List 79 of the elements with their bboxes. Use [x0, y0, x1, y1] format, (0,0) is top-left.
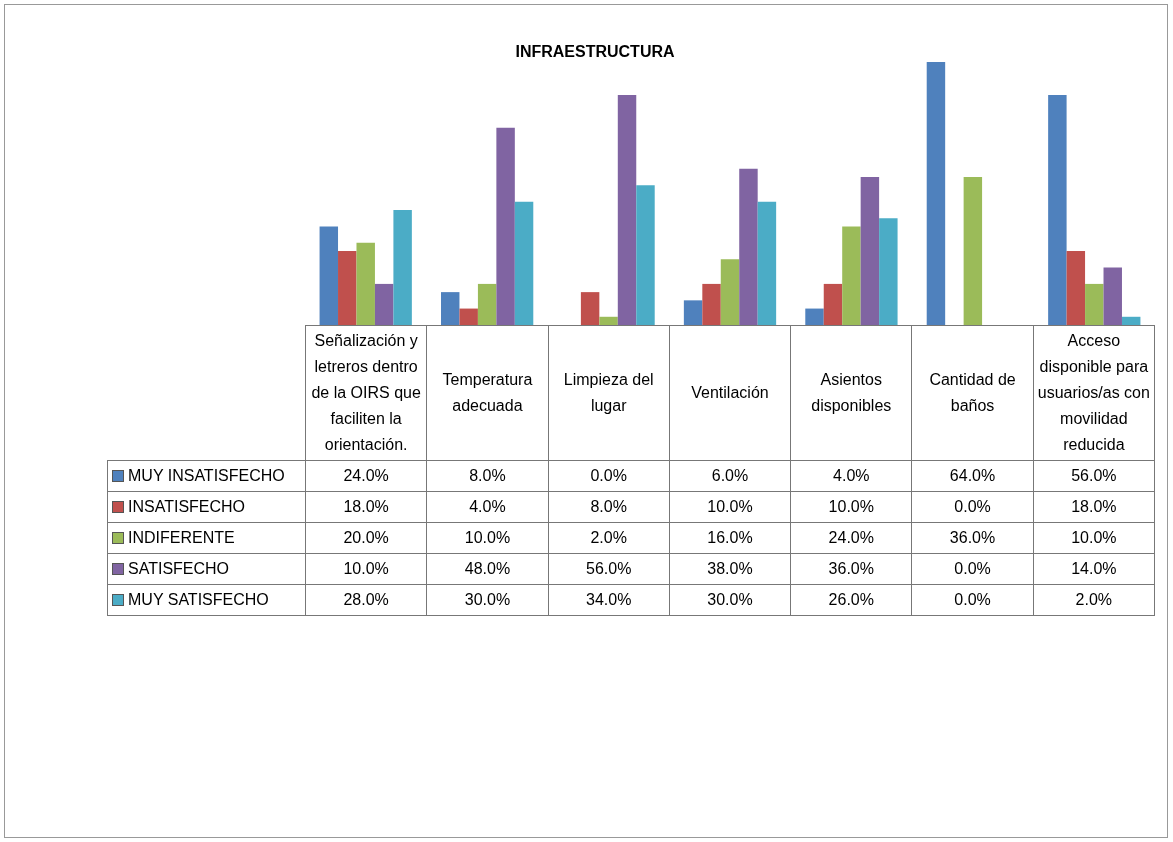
data-label: 4.0% [790, 460, 912, 492]
chart-title: INFRAESTRUCTURA [515, 42, 675, 60]
data-label: 18.0% [305, 491, 427, 523]
legend-label: SATISFECHO [107, 553, 306, 585]
data-label: 64.0% [911, 460, 1034, 492]
bar [580, 292, 600, 325]
data-label: 10.0% [669, 491, 791, 523]
data-label: 30.0% [669, 584, 791, 616]
x-tick-label: Asientos disponibles [790, 325, 912, 461]
bar [739, 168, 758, 325]
x-tick-label: Ventilación [669, 325, 791, 461]
x-tick-label: Limpieza del lugar [548, 325, 670, 461]
data-label: 24.0% [790, 522, 912, 554]
bar [393, 209, 412, 325]
data-label: 28.0% [305, 584, 427, 616]
bar [860, 177, 880, 325]
bar [702, 283, 721, 325]
data-label: 36.0% [790, 553, 912, 585]
data-label: 10.0% [305, 553, 427, 585]
bar [477, 283, 497, 325]
x-tick-label: Señalización y letreros dentro de la OIRS que faciliten la orientación. [305, 325, 427, 461]
bar [963, 177, 983, 325]
bar [879, 218, 898, 325]
data-label: 6.0% [669, 460, 791, 492]
data-label: 2.0% [548, 522, 670, 554]
bar [842, 226, 861, 325]
bar [441, 292, 460, 325]
bar [319, 226, 339, 325]
data-label: 2.0% [1033, 584, 1155, 616]
bar [823, 283, 843, 325]
data-label: 10.0% [1033, 522, 1155, 554]
bar [459, 308, 478, 325]
bar [1085, 283, 1104, 325]
x-tick-label: Cantidad de baños [911, 325, 1034, 461]
bar [1066, 251, 1086, 325]
data-label: 16.0% [669, 522, 791, 554]
legend-label: INSATISFECHO [107, 491, 306, 523]
bar [1048, 94, 1067, 325]
data-label: 8.0% [548, 491, 670, 523]
data-label: 48.0% [426, 553, 549, 585]
bar [514, 201, 534, 325]
bar [374, 283, 394, 325]
data-label: 26.0% [790, 584, 912, 616]
bar [720, 259, 740, 325]
data-label: 0.0% [911, 584, 1034, 616]
data-label: 4.0% [426, 491, 549, 523]
legend-label: INDIFERENTE [107, 522, 306, 554]
bar [805, 308, 824, 325]
bar [636, 185, 655, 325]
bar [1121, 316, 1141, 325]
data-label: 38.0% [669, 553, 791, 585]
data-label: 24.0% [305, 460, 427, 492]
data-label: 36.0% [911, 522, 1034, 554]
data-label: 0.0% [911, 553, 1034, 585]
data-label: 56.0% [548, 553, 670, 585]
data-label: 18.0% [1033, 491, 1155, 523]
bar [1103, 267, 1122, 325]
legend-label: MUY INSATISFECHO [107, 460, 306, 492]
bar [757, 201, 777, 325]
x-tick-label: Acceso disponible para usuarios/as con movilidad reducida [1033, 325, 1155, 461]
bar [599, 316, 618, 325]
bar [338, 251, 357, 325]
data-label: 0.0% [548, 460, 670, 492]
x-tick-label: Temperatura adecuada [426, 325, 549, 461]
legend-label: MUY SATISFECHO [107, 584, 306, 616]
bar [617, 94, 637, 325]
bar [356, 242, 375, 325]
bar [926, 62, 946, 325]
bar [683, 300, 703, 325]
bar [496, 127, 515, 325]
data-label: 20.0% [305, 522, 427, 554]
data-label: 10.0% [790, 491, 912, 523]
data-label: 10.0% [426, 522, 549, 554]
data-label: 30.0% [426, 584, 549, 616]
data-label: 8.0% [426, 460, 549, 492]
data-label: 34.0% [548, 584, 670, 616]
data-label: 0.0% [911, 491, 1034, 523]
data-label: 14.0% [1033, 553, 1155, 585]
data-label: 56.0% [1033, 460, 1155, 492]
